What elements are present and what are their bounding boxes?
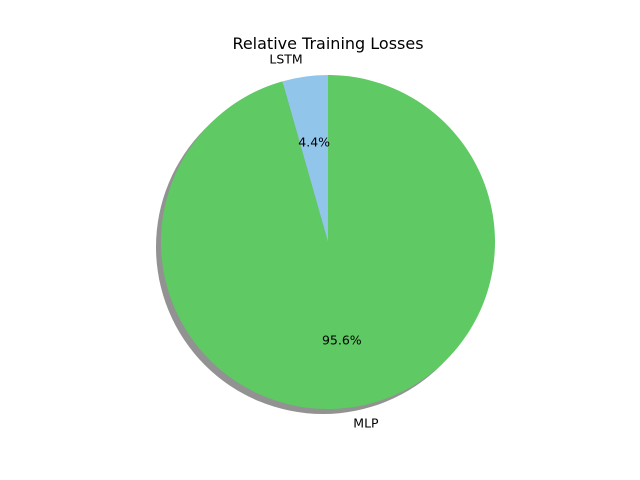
chart-title: Relative Training Losses xyxy=(232,34,423,53)
pct-label-lstm: 4.4% xyxy=(298,134,330,149)
pie-slices xyxy=(161,75,495,410)
slice-label-lstm: LSTM xyxy=(269,52,302,67)
pie-slice-lstm xyxy=(282,75,328,242)
pie-slice-mlp xyxy=(161,75,495,410)
slice-label-mlp: MLP xyxy=(353,415,379,430)
pie-labels: LSTM 4.4% MLP 95.6% xyxy=(269,52,379,431)
pct-label-mlp: 95.6% xyxy=(322,333,362,348)
